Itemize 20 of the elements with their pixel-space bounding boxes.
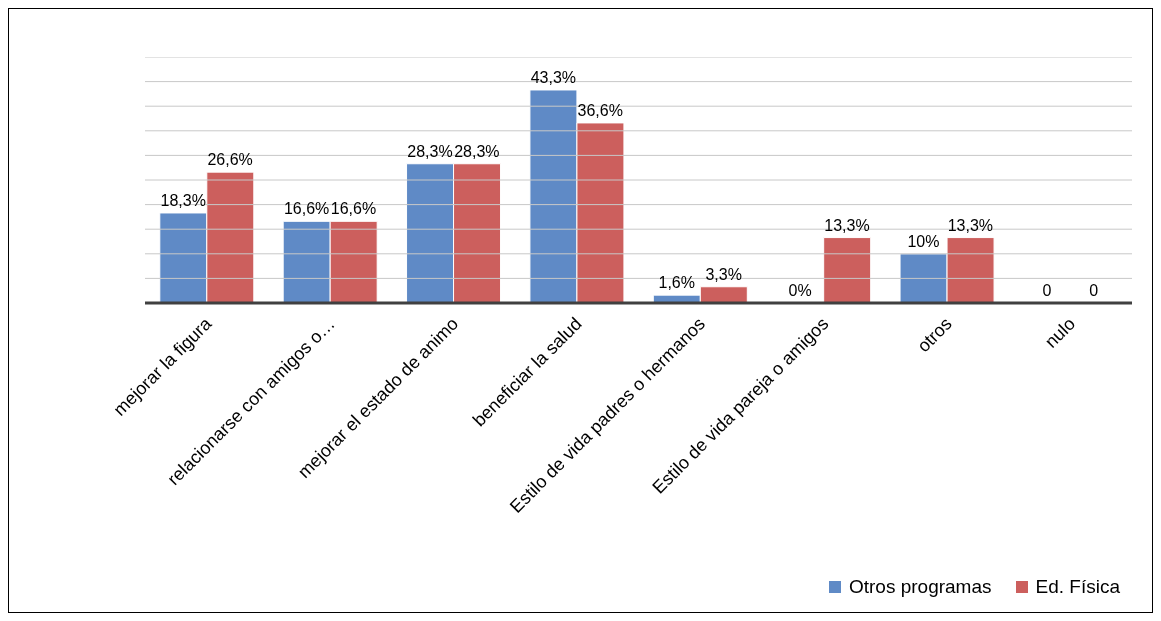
legend-label: Otros programas xyxy=(847,576,992,598)
data-label: 26,6% xyxy=(207,151,253,169)
legend-label: Ed. Física xyxy=(1034,576,1120,598)
data-label: 43,3% xyxy=(530,68,577,86)
data-label: 1,6% xyxy=(658,274,695,292)
data-label: 13,3% xyxy=(824,216,870,234)
x-tick-label: nulo xyxy=(1040,313,1080,352)
data-label: 0% xyxy=(788,282,812,299)
data-label: 36,6% xyxy=(577,101,623,119)
data-label: 16,6% xyxy=(330,200,377,218)
data-label: 0 xyxy=(1042,282,1052,299)
data-label: 3,3% xyxy=(705,265,742,283)
data-label: 28,3% xyxy=(407,142,453,160)
data-label: 16,6% xyxy=(283,200,330,218)
data-label: 18,3% xyxy=(160,191,206,209)
data-label: 28,3% xyxy=(454,142,500,160)
data-label: 0 xyxy=(1089,282,1099,299)
data-label: 10% xyxy=(907,232,940,250)
bar xyxy=(823,237,872,303)
data-label: 13,3% xyxy=(947,216,994,234)
